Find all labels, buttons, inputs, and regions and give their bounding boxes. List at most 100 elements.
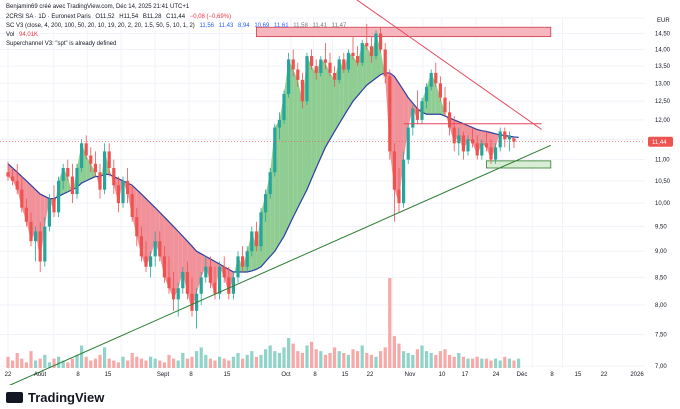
volume-bar [273, 351, 277, 368]
symbol-legend[interactable]: 2CRSI SA · 1D · Euronext Paris O11,52 H1… [6, 13, 234, 21]
volume-bar [310, 341, 314, 368]
ohlc-low: B11,28 [142, 14, 162, 20]
volume-bar [153, 358, 157, 368]
volume-bar [80, 345, 84, 368]
volume-bar [112, 360, 116, 368]
volume-bar [498, 360, 502, 368]
candle-body [185, 272, 189, 294]
y-tick-label: 11,00 [655, 158, 670, 164]
x-tick-label: 15 [105, 372, 112, 378]
volume-bar [218, 356, 222, 368]
volume-bar [185, 358, 189, 368]
candle-body [52, 198, 56, 213]
volume-bar [264, 349, 268, 368]
candle-body [15, 180, 19, 190]
volume-bar [457, 353, 461, 368]
candle-body [291, 59, 295, 70]
volume-bar [241, 358, 245, 368]
volume-bar [277, 353, 281, 368]
volume-bar [319, 351, 323, 368]
candle-body [75, 167, 79, 195]
volume-bar [93, 358, 97, 368]
scv3-label: SC V3 (close, 4, 200, 100, 50, 20, 10, 1… [6, 23, 195, 29]
candle-body [273, 127, 277, 173]
volume-bar [236, 353, 240, 368]
candle-body [461, 135, 465, 152]
ohlc-high: H11,54 [119, 14, 139, 20]
candle-body [429, 72, 433, 87]
candle-body [70, 176, 74, 195]
candle-body [323, 59, 327, 63]
volume-value: 94,01K [19, 32, 39, 38]
volume-bar [507, 358, 511, 368]
tradingview-logo[interactable]: TradingView [6, 390, 104, 405]
candle-body [181, 272, 185, 289]
ribbon-segment [311, 66, 317, 179]
volume-bar [388, 278, 392, 368]
volume-bar [438, 351, 442, 368]
volume-bar [38, 358, 42, 368]
volume-bar [383, 347, 387, 368]
candle-body [498, 131, 502, 148]
candle-body [38, 231, 42, 262]
candle-body [254, 231, 258, 247]
candle-body [475, 143, 479, 156]
volume-bar [337, 351, 341, 368]
candle-body [204, 266, 208, 278]
scv3-legend[interactable]: SC V3 (close, 4, 200, 100, 50, 20, 10, 1… [6, 22, 349, 30]
ribbon-segment [297, 79, 303, 208]
volume-bar [296, 351, 300, 368]
tradingview-logo-icon [6, 392, 23, 403]
volume-bar [356, 351, 360, 368]
candle-body [346, 52, 350, 70]
ribbon-segment [320, 59, 326, 158]
candle-body [411, 108, 415, 128]
volume-bar [282, 347, 286, 368]
volume-bar [47, 362, 51, 368]
ribbon-segment [380, 49, 386, 77]
ribbon-segment [399, 83, 404, 204]
volume-bar [144, 360, 148, 368]
resistance-trendline [356, 0, 542, 130]
candle-body [135, 217, 139, 237]
footer-bar: TradingView [0, 385, 680, 409]
candle-body [402, 159, 406, 204]
ribbon-segment [325, 62, 330, 148]
candle-body [494, 147, 498, 160]
candle-body [222, 266, 226, 278]
volume-bar [475, 356, 479, 368]
candle-body [89, 155, 93, 164]
y-tick-label: 7,00 [655, 364, 667, 370]
candle-body [420, 101, 424, 120]
candle-body [66, 167, 70, 177]
volume-bar [369, 354, 373, 368]
volume-bar [250, 351, 254, 368]
ribbon-segment [403, 90, 409, 160]
volume-bar [245, 354, 249, 368]
candle-body [388, 76, 392, 152]
ribbon-segment [90, 163, 96, 179]
y-tick-label: 9,00 [655, 249, 667, 255]
volume-bar [204, 354, 208, 368]
volume-bar [130, 353, 134, 368]
candle-body [337, 59, 341, 80]
ribbon-segment [196, 251, 202, 294]
y-tick-label: 12,50 [655, 99, 671, 105]
candle-body [213, 282, 217, 294]
candle-body [61, 167, 65, 181]
y-tick-label: 14,00 [655, 48, 671, 54]
volume-bar [379, 351, 383, 368]
candle-body [425, 86, 429, 102]
candle-body [443, 97, 447, 113]
volume-bar [471, 358, 475, 368]
volume-bar [480, 358, 484, 368]
ohlc-close: C11,44 [166, 14, 186, 20]
candle-body [466, 139, 470, 152]
volume-legend[interactable]: Vol 94,01K [6, 31, 41, 39]
x-tick-label: 17 [462, 372, 469, 378]
candle-body [103, 151, 107, 190]
volume-bar [517, 358, 521, 368]
support-zone [485, 160, 552, 169]
scv3-value: 11,43 [218, 23, 234, 29]
